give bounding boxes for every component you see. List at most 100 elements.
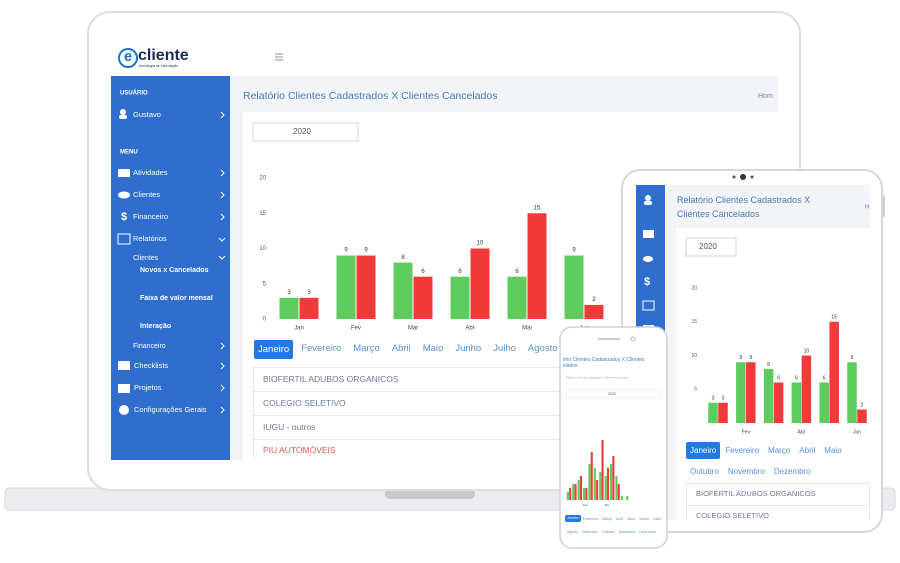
month-tab[interactable]: Maio bbox=[824, 445, 842, 455]
bar bbox=[599, 472, 602, 500]
bar bbox=[708, 402, 718, 423]
month-tab[interactable]: Maio bbox=[627, 516, 635, 521]
bar bbox=[569, 488, 572, 500]
month-tabs-box: Janeiro Fevereiro Março Abril Maio Junho Julho… bbox=[565, 513, 664, 535]
year-select[interactable] bbox=[685, 237, 737, 257]
bar bbox=[626, 496, 629, 500]
month-tab[interactable]: Agosto bbox=[527, 343, 558, 355]
sidebar-heading: USUÁRIO bbox=[120, 90, 148, 97]
month-tab[interactable]: Maio bbox=[422, 343, 444, 355]
page-title-text: Relatório Clientes Cadastrados X Cliente… bbox=[677, 195, 811, 219]
bar bbox=[620, 496, 623, 500]
year-select[interactable] bbox=[565, 389, 662, 399]
data-label: 8 bbox=[401, 255, 405, 261]
month-tab[interactable]: Outubro bbox=[690, 466, 719, 476]
month-tab[interactable]: Fevereiro bbox=[582, 516, 598, 521]
month-tab[interactable]: Abril bbox=[391, 343, 411, 355]
x-tick-label: Fev bbox=[742, 429, 751, 435]
month-tab[interactable]: Agosto bbox=[567, 530, 579, 535]
month-tab[interactable]: Janeiro bbox=[254, 340, 294, 359]
month-tab[interactable]: Janeiro bbox=[565, 515, 581, 523]
menu-item[interactable]: Financeiro bbox=[133, 212, 168, 221]
page-subtitle: Relatório Clientes Cadastrados X Cliente… bbox=[566, 376, 630, 380]
bar bbox=[615, 476, 618, 500]
hamburger[interactable] bbox=[275, 53, 283, 61]
month-tab[interactable]: Janeiro bbox=[686, 441, 721, 459]
bar bbox=[617, 484, 620, 500]
header bbox=[110, 40, 778, 76]
month-tab[interactable]: Novembro bbox=[618, 530, 636, 535]
sidebar-icons: $ bbox=[117, 109, 131, 415]
page-title-text: Relatório Clientes Cadastrados X Cliente… bbox=[551, 357, 645, 369]
client-row[interactable]: COLEGIO SELETIVO bbox=[686, 505, 870, 520]
month-tabs: Janeiro Fevereiro Março Abril Maio Junho Julho… bbox=[565, 513, 664, 535]
bar bbox=[829, 321, 839, 423]
bar bbox=[606, 468, 609, 500]
month-tab[interactable]: Fevereiro bbox=[301, 343, 342, 355]
month-tab[interactable]: Julho bbox=[493, 343, 516, 355]
breadcrumb[interactable]: H bbox=[865, 205, 869, 211]
menu-item[interactable]: Projetos bbox=[134, 383, 162, 392]
month-tab[interactable]: Março bbox=[768, 445, 791, 455]
sidebar-chevrons bbox=[218, 111, 226, 414]
submenu-link-text[interactable]: Faixa de valor mensal bbox=[140, 295, 213, 302]
submenu-link-text[interactable]: Novos x Cancelados bbox=[140, 267, 209, 274]
data-label: 2 bbox=[861, 402, 864, 408]
menu-item[interactable]: Relatórios bbox=[133, 234, 167, 243]
submenu-link-box: Interação bbox=[140, 323, 218, 334]
year-value: 2020 bbox=[608, 392, 616, 396]
month-tab[interactable]: Abril bbox=[615, 516, 624, 521]
bar bbox=[279, 297, 299, 319]
submenu-link: Interação bbox=[140, 323, 218, 334]
client-row[interactable]: BIOFERTIL ADUBOS ORGANICOS bbox=[686, 483, 870, 505]
menu-item[interactable]: Configurações Gerais bbox=[134, 405, 207, 414]
menu-item[interactable]: Clientes bbox=[133, 190, 160, 199]
bar bbox=[450, 276, 470, 319]
sidebar-heading: MENU bbox=[120, 150, 138, 156]
y-tick-label: 0 bbox=[263, 317, 267, 323]
bar bbox=[470, 248, 490, 319]
tablet-camera bbox=[740, 174, 746, 180]
user-name[interactable]: Gustavo bbox=[133, 110, 161, 119]
month-tab[interactable]: Julho bbox=[652, 516, 662, 521]
bar bbox=[604, 476, 607, 500]
submenu-link-text[interactable]: Interação bbox=[140, 323, 172, 330]
month-tab[interactable]: Dezembro bbox=[773, 466, 811, 476]
menu-item[interactable]: Atividades bbox=[133, 168, 168, 177]
month-tab[interactable]: Outubro bbox=[601, 530, 615, 535]
submenu-item[interactable]: Clientes bbox=[133, 255, 159, 262]
submenu-link-box: Novos x Cancelados bbox=[140, 267, 218, 289]
month-tab[interactable]: Junho bbox=[455, 343, 482, 355]
data-label: 9 bbox=[344, 248, 348, 254]
client-list-box: BIOFERTIL ADUBOS ORGANICOS COLEGIO SELETI… bbox=[686, 483, 870, 520]
submenu-item[interactable]: Financeiro bbox=[133, 343, 166, 350]
month-tabs-box: Janeiro Fevereiro Março Abril Maio Outubro Nov… bbox=[686, 440, 870, 478]
data-label: 6 bbox=[823, 375, 826, 381]
bar bbox=[601, 440, 604, 500]
month-tab[interactable]: Junho bbox=[638, 516, 649, 521]
page-title: Relatório Clientes Cadastrados X Cliente… bbox=[243, 90, 497, 102]
month-tab[interactable]: Fevereiro bbox=[725, 445, 760, 455]
bar bbox=[574, 484, 577, 500]
y-tick-label: 20 bbox=[691, 285, 697, 291]
page-title-box: Relatório Clientes Cadastrados X Cliente… bbox=[551, 357, 659, 375]
month-tab[interactable]: Março bbox=[601, 516, 612, 521]
svg-text:$: $ bbox=[644, 276, 650, 288]
data-label: 6 bbox=[795, 375, 798, 381]
bar bbox=[596, 480, 599, 500]
month-tab[interactable]: Novembro bbox=[727, 466, 765, 476]
month-tab[interactable]: Dezembro bbox=[639, 530, 656, 535]
month-tab[interactable]: Março bbox=[353, 343, 380, 355]
logo-ring bbox=[118, 48, 138, 68]
logo-name: cliente bbox=[138, 47, 189, 64]
month-tab[interactable]: Setembro bbox=[582, 530, 598, 535]
menu-item[interactable]: Checklists bbox=[134, 361, 168, 370]
month-tab[interactable]: Abril bbox=[799, 445, 816, 455]
logo-tagline: tecnologia de informação bbox=[139, 64, 178, 68]
breadcrumb[interactable]: Hom bbox=[758, 93, 773, 100]
year-select[interactable] bbox=[252, 122, 359, 142]
data-label: 3 bbox=[307, 290, 311, 296]
page-title: Relatório Clientes Cadastrados X Cliente… bbox=[551, 357, 659, 375]
